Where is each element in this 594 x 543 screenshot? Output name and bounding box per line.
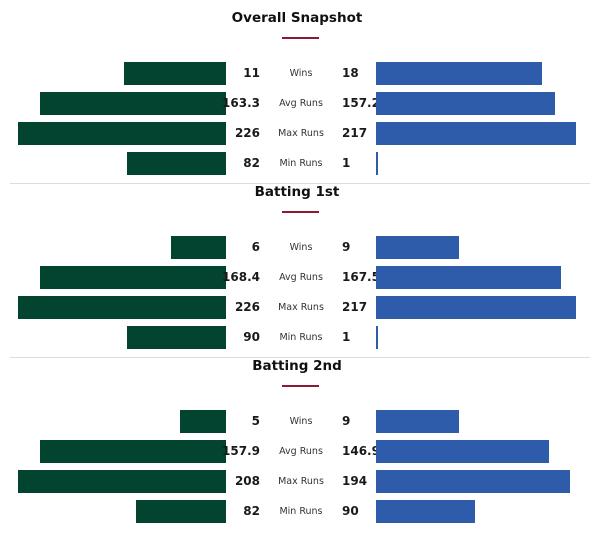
chart-section-2: Batting 1st 6 Wins 9 168.4 Avg Runs 167.5 226 Ma…: [0, 174, 594, 358]
metric-label: Avg Runs: [279, 98, 323, 109]
bar-right: [376, 62, 543, 85]
metric-label: Max Runs: [278, 302, 324, 313]
chart-row: 208 Max Runs 194: [0, 470, 594, 493]
value-label-left: 11: [243, 66, 260, 80]
metric-label: Max Runs: [278, 476, 324, 487]
value-label-right: 146.9: [342, 444, 380, 458]
bar-left: [126, 152, 226, 175]
section-title: Batting 1st: [254, 184, 340, 200]
metric-label: Min Runs: [279, 158, 323, 169]
section-divider: [10, 357, 590, 358]
chart-section-3: Batting 2nd 5 Wins 9 157.9 Avg Runs 146.9 208 Ma…: [0, 348, 594, 523]
value-label-left: 82: [243, 504, 260, 518]
bar-right: [376, 152, 378, 175]
bar-right: [376, 440, 549, 463]
chart-row: 5 Wins 9: [0, 410, 594, 433]
bar-left: [126, 326, 226, 349]
bar-right: [376, 410, 460, 433]
value-label-right: 1: [342, 330, 351, 344]
chart-row: 157.9 Avg Runs 146.9: [0, 440, 594, 463]
metric-label: Avg Runs: [279, 446, 323, 457]
bar-right: [376, 266, 561, 289]
chart-row: 82 Min Runs 1: [0, 152, 594, 175]
bar-left: [18, 122, 226, 145]
metric-label: Min Runs: [279, 506, 323, 517]
chart-row: 168.4 Avg Runs 167.5: [0, 266, 594, 289]
metric-label: Max Runs: [278, 128, 324, 139]
bar-left: [40, 440, 226, 463]
section-title: Overall Snapshot: [231, 10, 363, 26]
value-label-right: 194: [342, 474, 368, 488]
value-label-left: 226: [234, 126, 260, 140]
value-label-right: 90: [342, 504, 359, 518]
value-label-right: 167.5: [342, 270, 380, 284]
bar-right: [376, 122, 576, 145]
bar-left: [179, 410, 226, 433]
value-label-right: 18: [342, 66, 359, 80]
metric-label: Wins: [289, 68, 313, 79]
value-label-left: 208: [234, 474, 260, 488]
title-underline: [282, 37, 319, 39]
bar-left: [40, 92, 226, 115]
value-label-right: 217: [342, 126, 368, 140]
title-underline: [282, 211, 319, 213]
title-underline: [282, 385, 319, 387]
chart-row: 90 Min Runs 1: [0, 326, 594, 349]
bar-left: [18, 296, 226, 319]
value-label-left: 5: [251, 414, 260, 428]
value-label-right: 9: [342, 240, 351, 254]
value-label-left: 163.3: [222, 96, 260, 110]
value-label-left: 82: [243, 156, 260, 170]
bar-left: [18, 470, 226, 493]
metric-label: Wins: [289, 416, 313, 427]
value-label-right: 9: [342, 414, 351, 428]
metric-label: Min Runs: [279, 332, 323, 343]
chart-row: 226 Max Runs 217: [0, 122, 594, 145]
bar-right: [376, 500, 476, 523]
bar-right: [376, 470, 570, 493]
bar-right: [376, 92, 555, 115]
metric-label: Avg Runs: [279, 272, 323, 283]
chart-row: 163.3 Avg Runs 157.2: [0, 92, 594, 115]
bar-left: [40, 266, 226, 289]
bar-left: [170, 236, 226, 259]
bar-right: [376, 296, 576, 319]
value-label-left: 157.9: [222, 444, 260, 458]
bar-right: [376, 326, 378, 349]
chart-row: 6 Wins 9: [0, 236, 594, 259]
chart-row: 82 Min Runs 90: [0, 500, 594, 523]
metric-label: Wins: [289, 242, 313, 253]
value-label-right: 1: [342, 156, 351, 170]
value-label-left: 226: [234, 300, 260, 314]
value-label-left: 6: [251, 240, 260, 254]
chart-row: 11 Wins 18: [0, 62, 594, 85]
value-label-right: 157.2: [342, 96, 380, 110]
chart-section-1: Overall Snapshot 11 Wins 18 163.3 Avg Runs 157…: [0, 0, 594, 184]
bar-left: [135, 500, 226, 523]
section-divider: [10, 183, 590, 184]
bar-left: [124, 62, 226, 85]
value-label-right: 217: [342, 300, 368, 314]
value-label-left: 90: [243, 330, 260, 344]
chart-row: 226 Max Runs 217: [0, 296, 594, 319]
value-label-left: 168.4: [222, 270, 260, 284]
section-title: Batting 2nd: [252, 358, 342, 374]
bar-right: [376, 236, 460, 259]
